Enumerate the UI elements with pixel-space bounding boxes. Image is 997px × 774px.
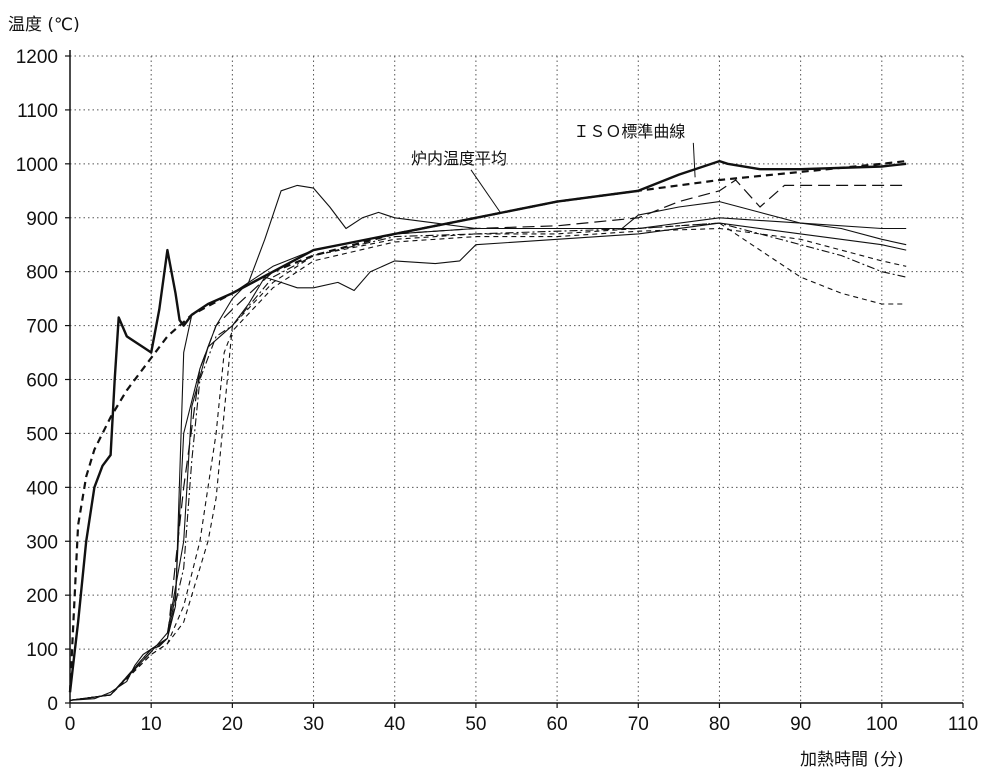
series-line-8 <box>69 227 907 701</box>
x-tick-label: 10 <box>141 714 162 735</box>
grid-layer <box>70 55 964 703</box>
x-tick-label: 0 <box>65 714 76 735</box>
y-tick-label: 600 <box>26 371 58 392</box>
x-tick-label: 60 <box>547 714 568 735</box>
annotation-label-1: ＩＳＯ標準曲線 <box>573 122 685 141</box>
series-line-9 <box>69 179 907 701</box>
x-axis-label: 加熱時間 (分) <box>800 750 904 770</box>
y-tick-label: 0 <box>47 694 58 715</box>
annotation-leader-2 <box>470 169 501 213</box>
x-tick-label: 30 <box>303 714 324 735</box>
series-line-3 <box>69 201 907 701</box>
series-line-5 <box>69 222 907 701</box>
x-tick-label: 80 <box>709 714 730 735</box>
y-axis-label: 温度 (℃) <box>8 15 80 35</box>
x-tick-label: 70 <box>628 714 649 735</box>
series-line-7 <box>69 222 907 701</box>
x-tick-label: 20 <box>222 714 243 735</box>
y-tick-label: 1200 <box>16 47 58 68</box>
series-line-2 <box>68 159 907 693</box>
series-line-1 <box>68 160 907 693</box>
x-tick-label: 110 <box>948 714 978 735</box>
y-tick-label: 500 <box>26 424 58 445</box>
annotation-label-2: 炉内温度平均 <box>411 149 507 168</box>
y-tick-label: 800 <box>26 263 58 284</box>
series-layer <box>68 159 907 701</box>
y-tick-label: 300 <box>26 532 58 553</box>
y-tick-label: 700 <box>26 317 58 338</box>
y-tick-label: 1000 <box>16 155 58 176</box>
x-tick-label: 40 <box>384 714 405 735</box>
annotation-leader-1 <box>692 142 696 178</box>
x-tick-label: 50 <box>465 714 486 735</box>
y-tick-label: 200 <box>26 586 58 607</box>
x-tick-label: 100 <box>866 714 898 735</box>
x-tick-label: 90 <box>790 714 811 735</box>
y-tick-label: 400 <box>26 478 58 499</box>
y-tick-label: 1100 <box>17 101 58 122</box>
y-tick-label: 100 <box>26 640 58 661</box>
tick-labels: 0 10 20 30 40 50 60 70 80 90 100 110010020030040050… <box>16 47 978 735</box>
axes-layer <box>65 50 964 708</box>
series-line-6 <box>69 222 907 701</box>
series-line-4 <box>69 184 907 701</box>
y-tick-label: 900 <box>26 209 58 230</box>
